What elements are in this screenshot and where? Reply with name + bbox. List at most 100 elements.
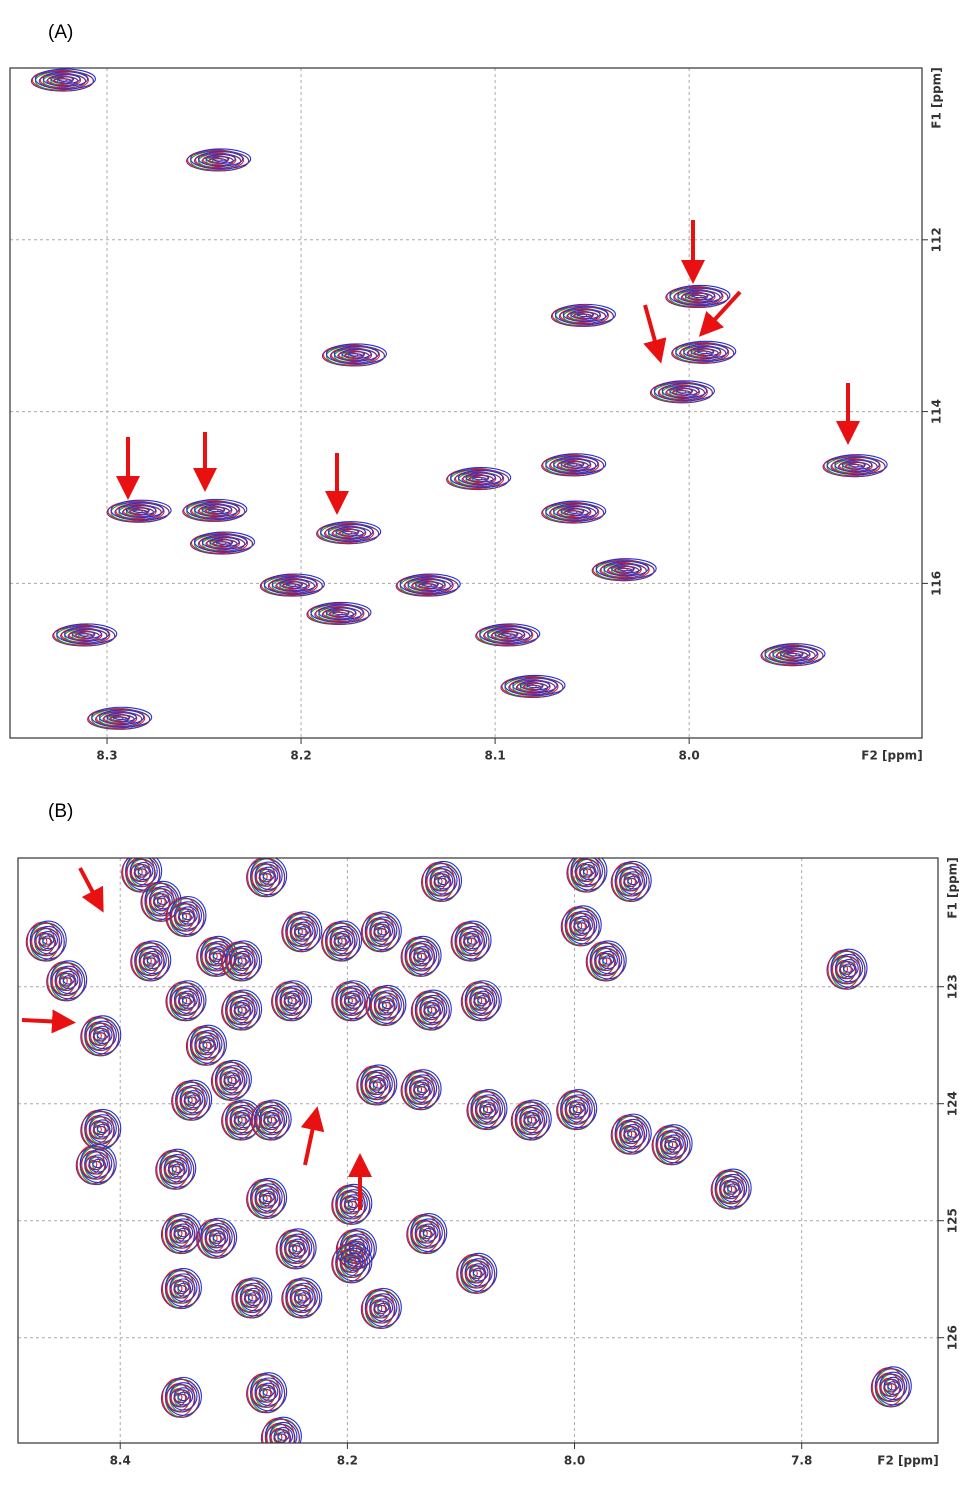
contour-line [231, 1279, 271, 1319]
contour-line [38, 73, 87, 89]
contour-line [202, 1039, 215, 1049]
contour-line [314, 606, 362, 623]
contour-line [275, 581, 308, 592]
contour-line [177, 912, 193, 923]
peak [400, 1069, 442, 1111]
contour-line [624, 1129, 633, 1139]
contour-line [403, 578, 451, 594]
contour-line [275, 987, 306, 1016]
peak [822, 454, 888, 478]
contour-line [693, 350, 713, 357]
contour-line [185, 1026, 225, 1066]
contour-line [211, 541, 232, 547]
contour-line [558, 308, 607, 325]
contour-line [189, 533, 254, 555]
contour-line [465, 987, 496, 1016]
contour-line [271, 982, 311, 1022]
contour-line [687, 294, 707, 301]
contour-line [369, 984, 407, 1024]
contour-line [39, 72, 82, 88]
contour-line [160, 1215, 200, 1255]
contour-line [377, 1001, 392, 1012]
contour-line [98, 709, 145, 725]
contour-line [46, 75, 79, 87]
contour-line [335, 987, 366, 1016]
contour-line [167, 1165, 182, 1175]
contour-line [254, 1183, 283, 1212]
contour-line [204, 508, 224, 515]
peak [610, 1113, 652, 1155]
contour-line [187, 149, 245, 171]
peak [281, 911, 323, 953]
contour-line [373, 1304, 388, 1315]
contour-line [227, 1074, 240, 1085]
x-tick-label: 8.4 [110, 1454, 131, 1468]
contour-line [174, 908, 196, 927]
contour-line [414, 989, 452, 1029]
contour-line [271, 576, 318, 592]
contour-line [614, 1113, 652, 1153]
contour-line [269, 1421, 298, 1443]
contour-line [483, 628, 531, 644]
contour-line [649, 382, 713, 404]
contour-line [288, 1245, 303, 1255]
peak [456, 1252, 498, 1294]
contour-line [328, 611, 348, 618]
contour-line [285, 1284, 316, 1314]
contour-line [265, 1423, 296, 1443]
contour-line [306, 603, 370, 625]
contour-line [229, 1001, 252, 1021]
contour-line [174, 992, 196, 1011]
contour-line [250, 1372, 288, 1412]
contour-line [165, 1220, 196, 1249]
contour-line [207, 158, 228, 164]
contour-line [686, 348, 719, 359]
contour-line [399, 573, 461, 595]
peak [356, 1064, 398, 1106]
contour-line [365, 986, 405, 1026]
contour-line [474, 996, 483, 1006]
contour-line [344, 1258, 353, 1268]
contour-line [67, 630, 100, 641]
contour-line [404, 1069, 442, 1109]
contour-line [88, 1114, 117, 1143]
contour-line [200, 1225, 231, 1254]
contour-line [472, 1267, 485, 1278]
contour-line [225, 989, 263, 1029]
contour-line [404, 935, 442, 975]
contour-line [235, 1277, 273, 1317]
contour-line [619, 866, 648, 895]
contour-line [274, 1432, 283, 1442]
contour-line [235, 1284, 266, 1314]
y-tick-label: 123 [946, 974, 960, 999]
peak [410, 989, 452, 1031]
contour-line [446, 469, 510, 491]
contour-line [93, 1031, 102, 1041]
contour-line [183, 499, 241, 521]
contour-line [656, 1131, 687, 1160]
contour-line [564, 1094, 593, 1123]
contour-line [454, 920, 492, 960]
contour-line [254, 1384, 277, 1403]
contour-line [221, 991, 261, 1031]
contour-line [470, 1089, 508, 1129]
contour-line [369, 916, 398, 945]
contour-line [233, 1116, 248, 1126]
contour-line [108, 716, 129, 722]
contour-line [240, 1289, 262, 1309]
contour-line [169, 987, 201, 1016]
contour-line [84, 1149, 113, 1178]
x-tick-label: 8.2 [290, 749, 311, 763]
contour-line [173, 1393, 188, 1404]
peak [560, 905, 602, 947]
contour-line [114, 504, 162, 520]
peak [246, 1177, 288, 1220]
peak [246, 1372, 288, 1414]
contour-line [589, 940, 627, 980]
contour-line [360, 913, 400, 953]
contour-line [562, 306, 609, 323]
contour-line [190, 148, 252, 170]
contour-line [570, 858, 601, 888]
contour-line [883, 1383, 898, 1393]
contour-line [657, 385, 706, 401]
